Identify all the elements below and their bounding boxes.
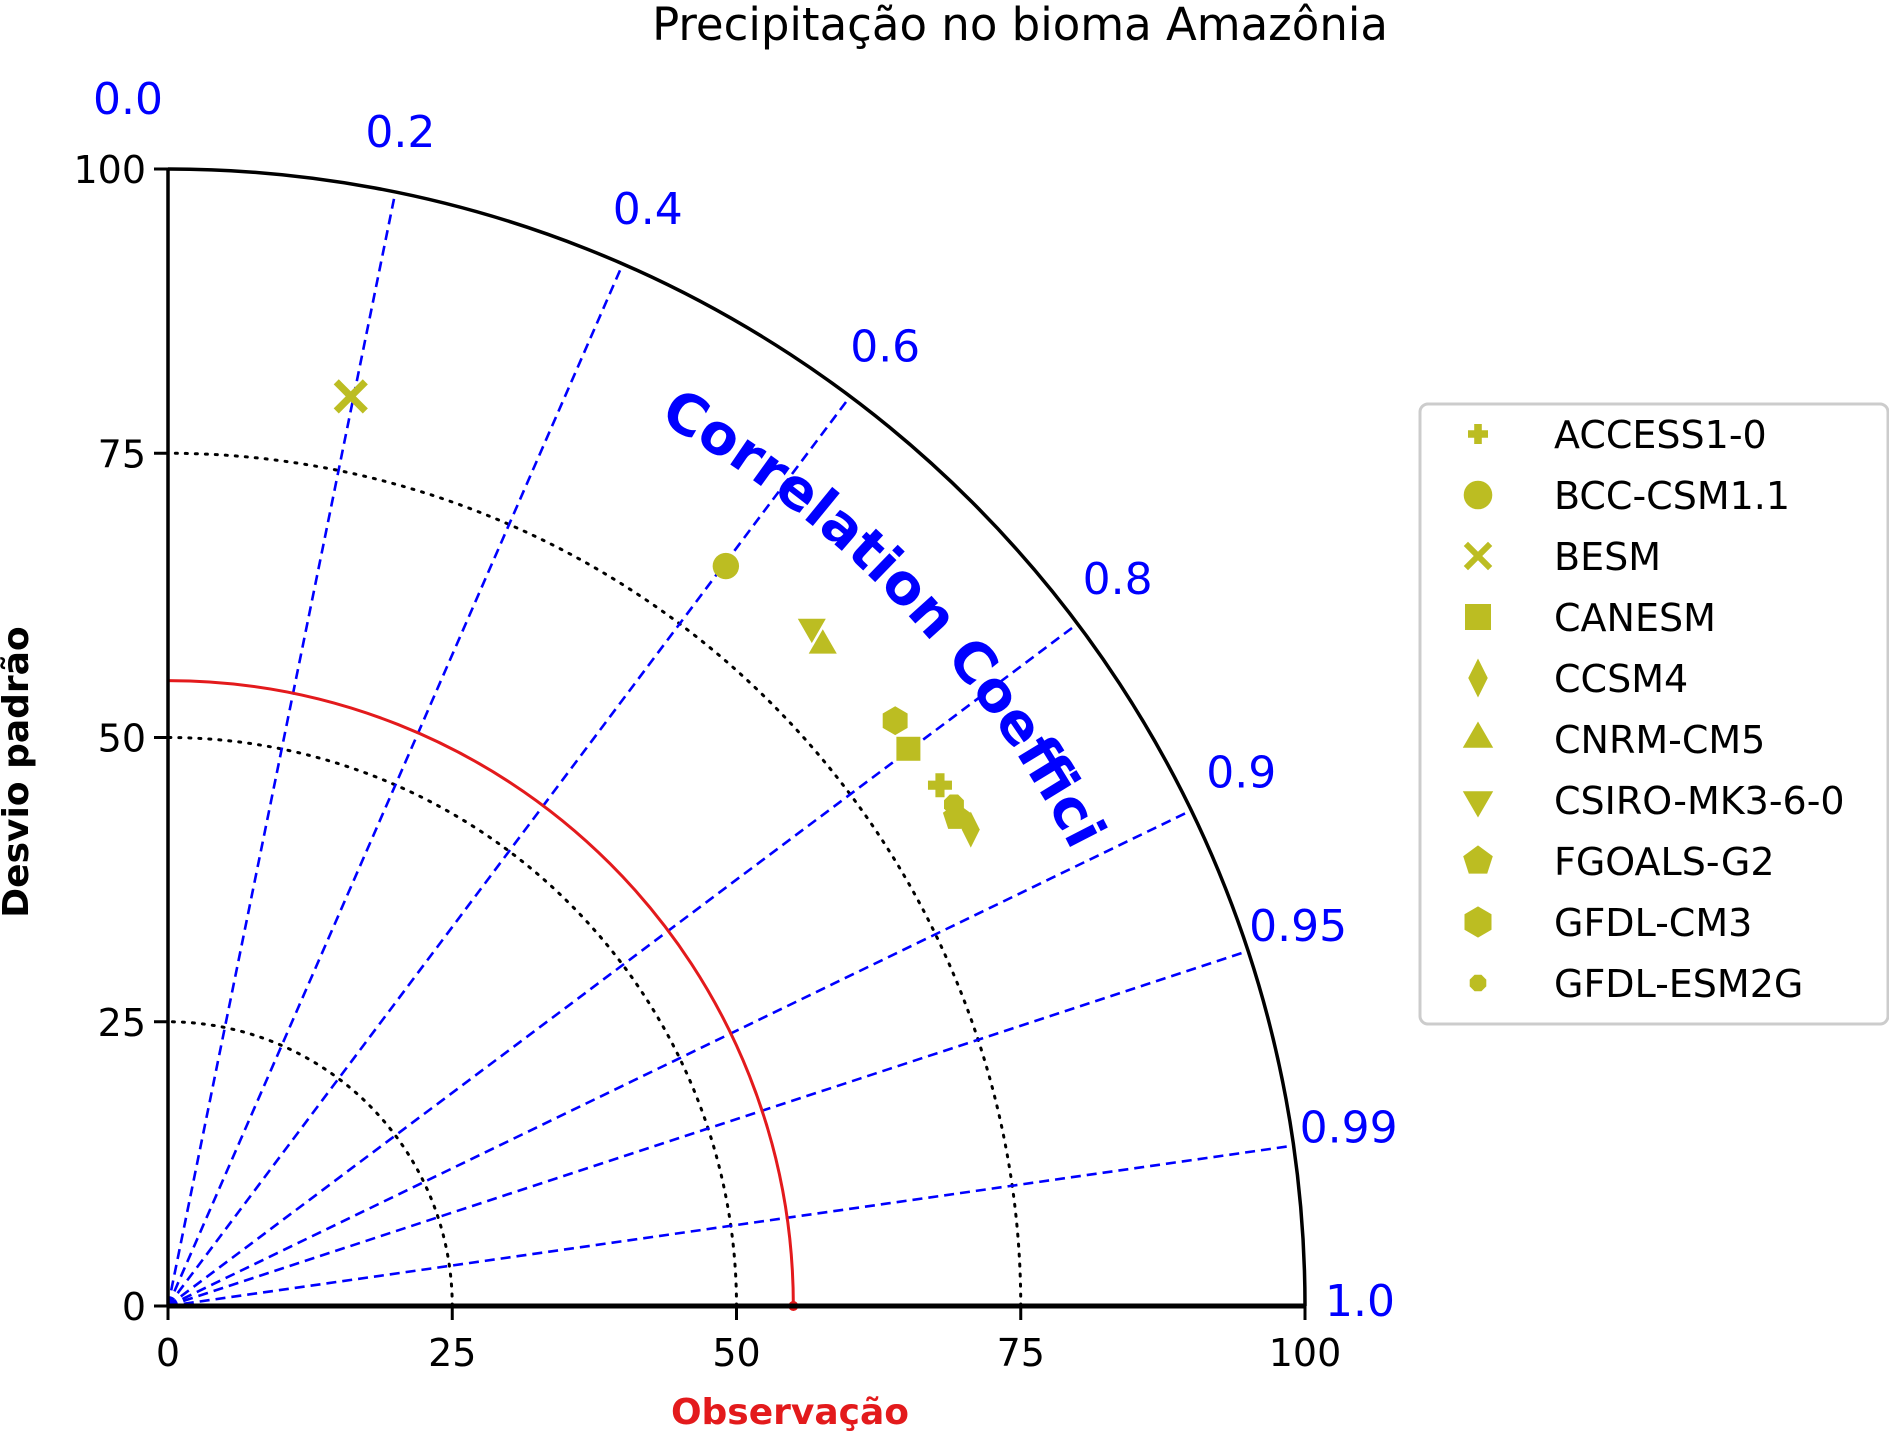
legend-label: FGOALS-G2	[1554, 840, 1775, 884]
model-marker	[712, 552, 740, 580]
chart-title: Precipitação no bioma Amazônia	[652, 0, 1388, 51]
x-tick-label: 75	[997, 1331, 1045, 1375]
model-marker	[333, 379, 368, 414]
y-tick-label: 75	[98, 432, 146, 476]
y-axis-label: Desvio padrão	[0, 626, 37, 917]
legend-marker	[1462, 721, 1494, 748]
correlation-ray	[166, 191, 397, 1307]
x-tick-label: 100	[1269, 1331, 1342, 1375]
axis-layer: 0.0 0.2 0.4 0.6 0.8 0.9 0.95 0.99 1.0 00 25 25 50 50 7…	[73, 74, 1397, 1375]
correlation-tick-label: 0.0	[93, 74, 163, 125]
correlation-tick-label: 0.2	[365, 107, 435, 158]
rms-arc	[166, 451, 1023, 1308]
legend-marker	[1462, 791, 1494, 818]
correlation-ray	[167, 1144, 1294, 1308]
model-marker	[808, 629, 837, 654]
legend-label: GFDL-CM3	[1554, 901, 1752, 945]
model-marker	[944, 794, 964, 815]
correlation-tick-label: 0.8	[1083, 554, 1153, 605]
legend-label: CSIRO-MK3-6-0	[1554, 779, 1845, 823]
correlation-tick-label: 0.6	[850, 321, 920, 372]
model-marker	[927, 773, 952, 798]
legend-marker	[1463, 480, 1493, 510]
y-tick-label: 25	[98, 1001, 146, 1045]
x-tick-label: 50	[712, 1331, 760, 1375]
legend-marker	[1463, 845, 1493, 874]
rms-arc	[166, 1020, 454, 1308]
model-marker	[882, 706, 908, 736]
legend-marker	[1465, 604, 1491, 630]
correlation-tick-label: 0.95	[1249, 901, 1347, 952]
legend-marker	[1468, 424, 1488, 444]
correlation-tick-label: 0.99	[1300, 1103, 1398, 1154]
legend-marker	[1469, 974, 1487, 992]
legend-label: GFDL-ESM2G	[1554, 962, 1803, 1006]
model-marker	[896, 736, 921, 761]
observation-std-arc	[167, 679, 795, 1307]
correlation-ray	[167, 949, 1249, 1308]
legend: ACCESS1-0 BCC-CSM1.1 BESM CANESM CCSM4 CNRM-C…	[1418, 402, 1889, 1026]
legend-entries: ACCESS1-0 BCC-CSM1.1 BESM CANESM CCSM4 CNRM-C…	[1462, 413, 1845, 1006]
model-marker	[797, 618, 826, 644]
marker-layer	[333, 379, 980, 848]
correlation-tick-label: 1.0	[1325, 1276, 1395, 1327]
y-tick-label: 0	[122, 1285, 146, 1329]
y-tick-label: 50	[98, 717, 146, 761]
correlation-tick-label: 0.4	[613, 184, 683, 235]
legend-label: BESM	[1554, 535, 1661, 579]
y-tick-label: 100	[73, 148, 146, 192]
correlation-ray	[167, 809, 1192, 1308]
legend-label: CANESM	[1554, 596, 1716, 640]
legend-marker	[1468, 658, 1488, 698]
legend-marker	[1464, 906, 1492, 938]
correlation-ray	[166, 263, 624, 1307]
rms-arc	[166, 736, 738, 1308]
legend-label: BCC-CSM1.1	[1554, 474, 1790, 518]
grid-layer	[166, 191, 1294, 1311]
legend-label: ACCESS1-0	[1554, 413, 1767, 457]
x-tick-label: 0	[156, 1331, 180, 1375]
correlation-ray	[166, 395, 852, 1307]
x-tick-label: 25	[428, 1331, 476, 1375]
legend-label: CNRM-CM5	[1554, 718, 1765, 762]
correlation-tick-label: 0.9	[1206, 747, 1276, 798]
x-axis-label: Observação	[671, 1392, 909, 1433]
legend-marker	[1463, 541, 1493, 571]
legend-frame	[1418, 402, 1889, 1026]
correlation-ray	[167, 622, 1079, 1308]
outer-arc	[167, 167, 1307, 1307]
legend-label: CCSM4	[1554, 657, 1688, 701]
